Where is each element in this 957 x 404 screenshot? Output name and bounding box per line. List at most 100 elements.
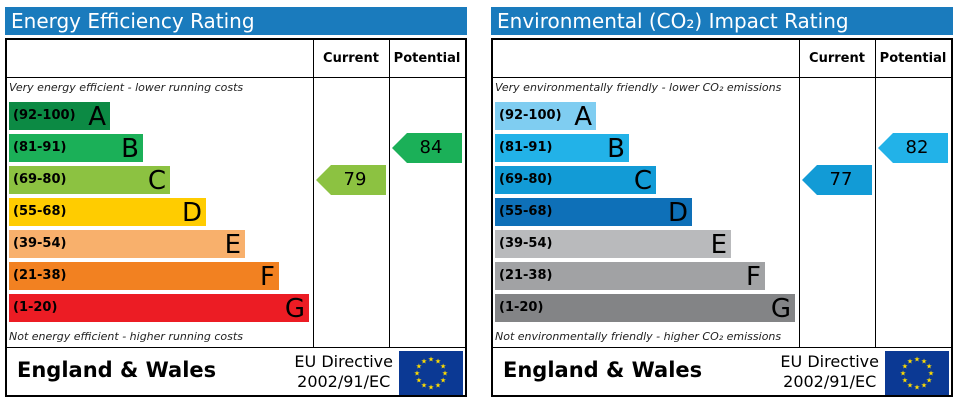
svg-text:★: ★ <box>926 377 932 385</box>
band-range: (21-38) <box>13 268 67 283</box>
footer-country: England & Wales <box>17 358 217 382</box>
bottom-note: Not environmentally friendly - higher CO… <box>495 330 782 343</box>
band-range: (69-80) <box>499 172 553 187</box>
svg-text:★: ★ <box>442 370 448 378</box>
eu-directive-number: 2002/91/EC <box>783 372 877 391</box>
band-range: (39-54) <box>499 236 553 251</box>
eu-directive-number: 2002/91/EC <box>297 372 391 391</box>
column-divider <box>799 40 800 348</box>
band-range: (69-80) <box>13 172 67 187</box>
svg-text:★: ★ <box>416 363 422 371</box>
rating-band-b: (81-91) B <box>495 134 629 164</box>
svg-text:★: ★ <box>907 382 913 390</box>
svg-text:★: ★ <box>921 357 927 365</box>
footer-divider <box>7 347 465 348</box>
band-letter: D <box>181 198 202 228</box>
band-letter: E <box>224 230 241 260</box>
svg-text:★: ★ <box>435 357 441 365</box>
svg-text:★: ★ <box>907 357 913 365</box>
column-divider <box>389 40 390 348</box>
svg-text:★: ★ <box>440 363 446 371</box>
svg-text:★: ★ <box>416 377 422 385</box>
eu-directive-title: EU Directive <box>780 352 879 371</box>
header-divider <box>7 77 465 78</box>
svg-text:★: ★ <box>928 370 934 378</box>
potential-arrow-shape <box>878 133 948 163</box>
svg-text:★: ★ <box>435 382 441 390</box>
svg-text:★: ★ <box>914 356 920 364</box>
svg-text:★: ★ <box>902 363 908 371</box>
potential-column-header: Potential <box>393 51 461 66</box>
rating-band-c: (69-80) C <box>495 166 656 196</box>
column-divider <box>313 40 314 348</box>
rating-band-e: (39-54) E <box>9 230 245 260</box>
potential-rating-arrow: 82 <box>878 133 948 163</box>
header-divider <box>493 77 951 78</box>
rating-band-d: (55-68) D <box>495 198 692 228</box>
band-letter: G <box>284 294 305 324</box>
band-letter: B <box>607 134 625 164</box>
bottom-note: Not energy efficient - higher running co… <box>9 330 243 343</box>
band-letter: G <box>770 294 791 324</box>
rating-band-a: (92-100) A <box>9 102 110 132</box>
svg-text:★: ★ <box>914 384 920 392</box>
svg-text:★: ★ <box>421 382 427 390</box>
band-range: (81-91) <box>13 140 67 155</box>
current-column-header: Current <box>323 51 379 66</box>
current-rating-arrow: 79 <box>316 165 386 195</box>
rating-band-f: (21-38) F <box>9 262 279 292</box>
band-range: (1-20) <box>13 300 58 315</box>
chart-title: Energy Efficiency Rating <box>5 7 467 35</box>
potential-column-header: Potential <box>879 51 947 66</box>
potential-arrow-shape <box>392 133 462 163</box>
rating-band-b: (81-91) B <box>9 134 143 164</box>
svg-text:★: ★ <box>421 357 427 365</box>
rating-band-g: (1-20) G <box>495 294 795 324</box>
rating-band-g: (1-20) G <box>9 294 309 324</box>
current-arrow-shape <box>802 165 872 195</box>
band-letter: A <box>574 102 592 132</box>
current-rating-value: 79 <box>343 169 367 190</box>
potential-rating-value: 84 <box>419 137 443 158</box>
potential-rating-arrow: 84 <box>392 133 462 163</box>
energy-efficiency-chart: Energy Efficiency Rating Current Potential… <box>5 7 467 399</box>
band-letter: F <box>746 262 761 292</box>
band-range: (39-54) <box>13 236 67 251</box>
rating-band-d: (55-68) D <box>9 198 206 228</box>
top-note: Very environmentally friendly - lower CO… <box>495 81 782 94</box>
current-arrow-shape <box>316 165 386 195</box>
band-range: (55-68) <box>499 204 553 219</box>
band-letter: D <box>667 198 688 228</box>
potential-rating-value: 82 <box>905 137 929 158</box>
band-range: (1-20) <box>499 300 544 315</box>
rating-band-c: (69-80) C <box>9 166 170 196</box>
chart-title: Environmental (CO₂) Impact Rating <box>491 7 953 35</box>
current-rating-arrow: 77 <box>802 165 872 195</box>
svg-text:★: ★ <box>926 363 932 371</box>
rating-band-a: (92-100) A <box>495 102 596 132</box>
band-letter: A <box>88 102 106 132</box>
svg-text:★: ★ <box>921 382 927 390</box>
svg-text:★: ★ <box>902 377 908 385</box>
svg-text:★: ★ <box>428 356 434 364</box>
eu-flag-icon: ★ ★ ★ ★ ★ ★ ★ ★ ★ ★ ★ ★ <box>399 351 463 395</box>
band-letter: C <box>633 166 652 196</box>
current-column-header: Current <box>809 51 865 66</box>
band-range: (55-68) <box>13 204 67 219</box>
eu-flag-icon: ★ ★ ★ ★ ★ ★ ★ ★ ★ ★ ★ ★ <box>885 351 949 395</box>
column-divider <box>875 40 876 348</box>
band-letter: C <box>147 166 166 196</box>
environmental-impact-chart: Environmental (CO₂) Impact Rating Current… <box>491 7 953 399</box>
current-rating-value: 77 <box>829 169 853 190</box>
svg-text:★: ★ <box>414 370 420 378</box>
band-range: (81-91) <box>499 140 553 155</box>
band-letter: F <box>260 262 275 292</box>
rating-band-e: (39-54) E <box>495 230 731 260</box>
rating-band-f: (21-38) F <box>495 262 765 292</box>
eu-directive: EU Directive 2002/91/EC <box>294 352 393 392</box>
band-range: (92-100) <box>13 108 76 123</box>
eu-directive-title: EU Directive <box>294 352 393 371</box>
band-range: (21-38) <box>499 268 553 283</box>
band-letter: E <box>710 230 727 260</box>
top-note: Very energy efficient - lower running co… <box>9 81 244 94</box>
